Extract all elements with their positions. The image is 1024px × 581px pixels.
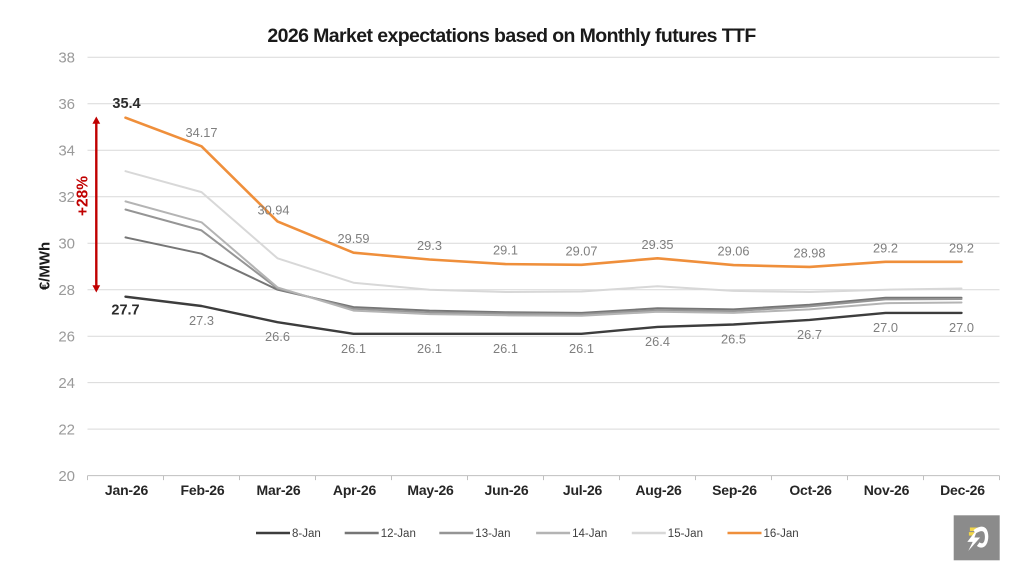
svg-text:May-26: May-26 <box>407 482 454 498</box>
svg-text:34.17: 34.17 <box>185 125 217 140</box>
svg-text:30: 30 <box>58 236 75 253</box>
svg-text:29.07: 29.07 <box>565 243 597 258</box>
svg-text:30.94: 30.94 <box>257 202 289 217</box>
svg-text:34: 34 <box>58 143 75 160</box>
svg-text:29.2: 29.2 <box>873 240 898 255</box>
svg-text:Sep-26: Sep-26 <box>712 482 757 498</box>
svg-text:22: 22 <box>58 421 75 438</box>
svg-text:Oct-26: Oct-26 <box>789 482 832 498</box>
svg-text:8-Jan: 8-Jan <box>292 528 321 540</box>
svg-text:36: 36 <box>58 96 75 113</box>
svg-text:Dec-26: Dec-26 <box>940 482 985 498</box>
svg-text:+28%: +28% <box>75 176 92 216</box>
svg-text:29.59: 29.59 <box>337 231 369 246</box>
svg-text:26.1: 26.1 <box>341 341 366 356</box>
svg-text:27.3: 27.3 <box>189 313 214 328</box>
svg-text:Nov-26: Nov-26 <box>864 482 910 498</box>
svg-text:29.1: 29.1 <box>493 243 518 258</box>
svg-text:26.1: 26.1 <box>493 341 518 356</box>
svg-text:28: 28 <box>58 282 75 299</box>
svg-text:24: 24 <box>58 375 75 392</box>
svg-text:13-Jan: 13-Jan <box>475 528 510 540</box>
svg-text:27.0: 27.0 <box>949 320 974 335</box>
svg-text:29.06: 29.06 <box>717 244 749 259</box>
svg-text:€/MWh: €/MWh <box>37 242 54 290</box>
svg-text:26.6: 26.6 <box>265 329 290 344</box>
svg-text:27.0: 27.0 <box>873 320 898 335</box>
svg-text:Apr-26: Apr-26 <box>333 482 377 498</box>
svg-text:Jul-26: Jul-26 <box>563 482 603 498</box>
svg-text:32: 32 <box>58 189 75 206</box>
svg-text:20: 20 <box>58 468 75 485</box>
svg-text:29.35: 29.35 <box>641 237 673 252</box>
svg-text:26.4: 26.4 <box>645 334 670 349</box>
svg-text:15-Jan: 15-Jan <box>668 528 703 540</box>
svg-text:Mar-26: Mar-26 <box>257 482 301 498</box>
svg-text:26.5: 26.5 <box>721 332 746 347</box>
svg-text:2026 Market expectations based: 2026 Market expectations based on Monthl… <box>267 25 756 47</box>
svg-text:29.2: 29.2 <box>949 240 974 255</box>
svg-text:12-Jan: 12-Jan <box>381 528 416 540</box>
svg-text:35.4: 35.4 <box>112 96 140 112</box>
svg-text:Aug-26: Aug-26 <box>635 482 682 498</box>
svg-text:26: 26 <box>58 329 75 346</box>
svg-text:Jan-26: Jan-26 <box>105 482 149 498</box>
svg-text:Feb-26: Feb-26 <box>181 482 225 498</box>
svg-text:26.7: 26.7 <box>797 327 822 342</box>
svg-text:29.3: 29.3 <box>417 238 442 253</box>
svg-text:38: 38 <box>58 50 75 67</box>
svg-text:16-Jan: 16-Jan <box>764 528 799 540</box>
svg-text:28.98: 28.98 <box>793 245 825 260</box>
svg-text:26.1: 26.1 <box>417 341 442 356</box>
svg-text:27.7: 27.7 <box>111 303 139 319</box>
svg-text:14-Jan: 14-Jan <box>572 528 607 540</box>
svg-text:Jun-26: Jun-26 <box>485 482 529 498</box>
svg-text:26.1: 26.1 <box>569 341 594 356</box>
